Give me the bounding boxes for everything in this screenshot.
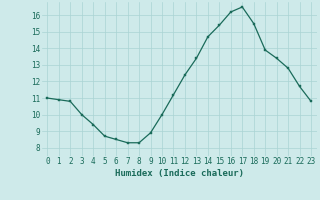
X-axis label: Humidex (Indice chaleur): Humidex (Indice chaleur) xyxy=(115,169,244,178)
